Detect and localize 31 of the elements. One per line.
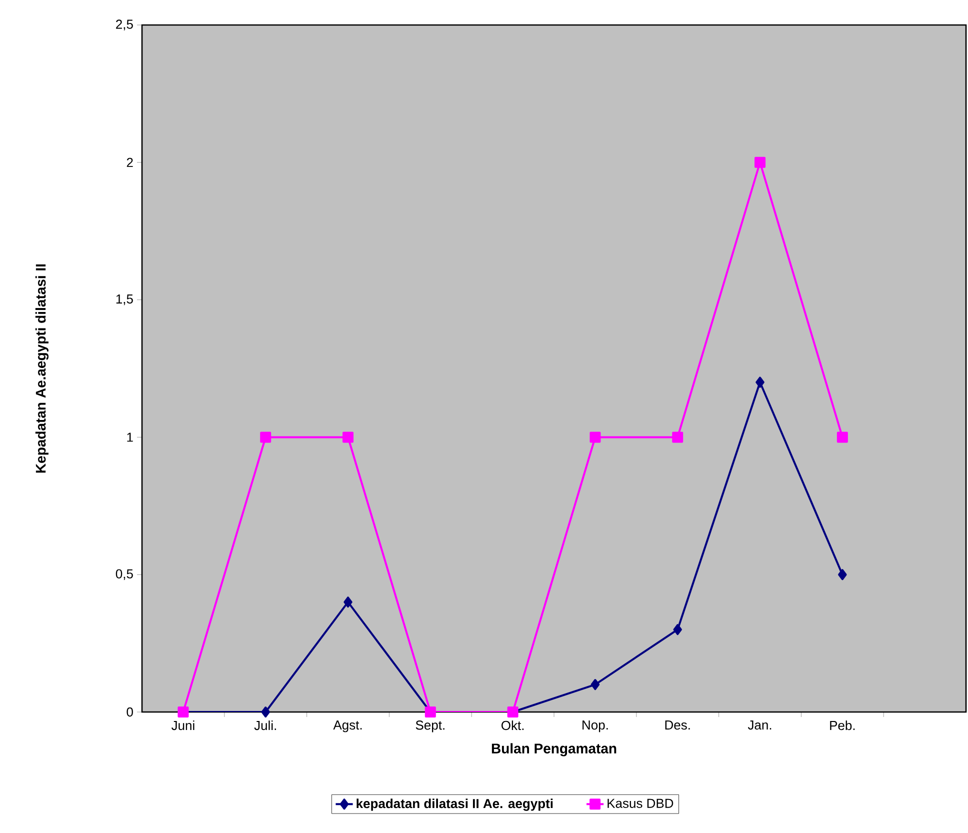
point bbox=[838, 569, 847, 580]
x-tick-label: Nop. bbox=[582, 720, 608, 732]
point bbox=[342, 432, 354, 443]
y-axis-title: Kepadatan Ae.aegypti dilatasi II bbox=[35, 264, 49, 473]
point bbox=[756, 376, 764, 388]
point bbox=[261, 706, 270, 718]
x-tick-label: Peb. bbox=[830, 720, 855, 730]
x-tick-label: Des. bbox=[665, 720, 690, 730]
point bbox=[590, 432, 601, 443]
y-tick-label: 1,5 bbox=[116, 294, 133, 306]
y-tick-label: 2,5 bbox=[116, 20, 133, 30]
x-tick-label: Juli. bbox=[254, 720, 276, 730]
x-tick-label: Agst. bbox=[333, 720, 362, 732]
x-tick-label: Sept. bbox=[416, 720, 444, 732]
x-tick-label: Jan. bbox=[748, 720, 772, 730]
point bbox=[754, 156, 766, 168]
y-tick-label: 0 bbox=[126, 707, 133, 717]
x-tick-label: Juni bbox=[171, 720, 194, 730]
legend-label: kepadatan dilatasi II Ae. aegypti bbox=[356, 798, 553, 811]
y-tick-label: 0,5 bbox=[116, 569, 133, 580]
point bbox=[260, 432, 272, 443]
x-tick-label: Okt. bbox=[502, 720, 524, 730]
point bbox=[673, 624, 682, 636]
legend-label: Kasus DBD bbox=[608, 798, 674, 808]
y-tick-label: 1 bbox=[127, 432, 133, 442]
x-axis-title: Bulan Pengamatan bbox=[492, 743, 616, 756]
point bbox=[672, 432, 684, 443]
point bbox=[590, 679, 600, 690]
point bbox=[836, 432, 848, 443]
y-tick-label: 2 bbox=[126, 158, 133, 167]
point bbox=[344, 596, 352, 608]
